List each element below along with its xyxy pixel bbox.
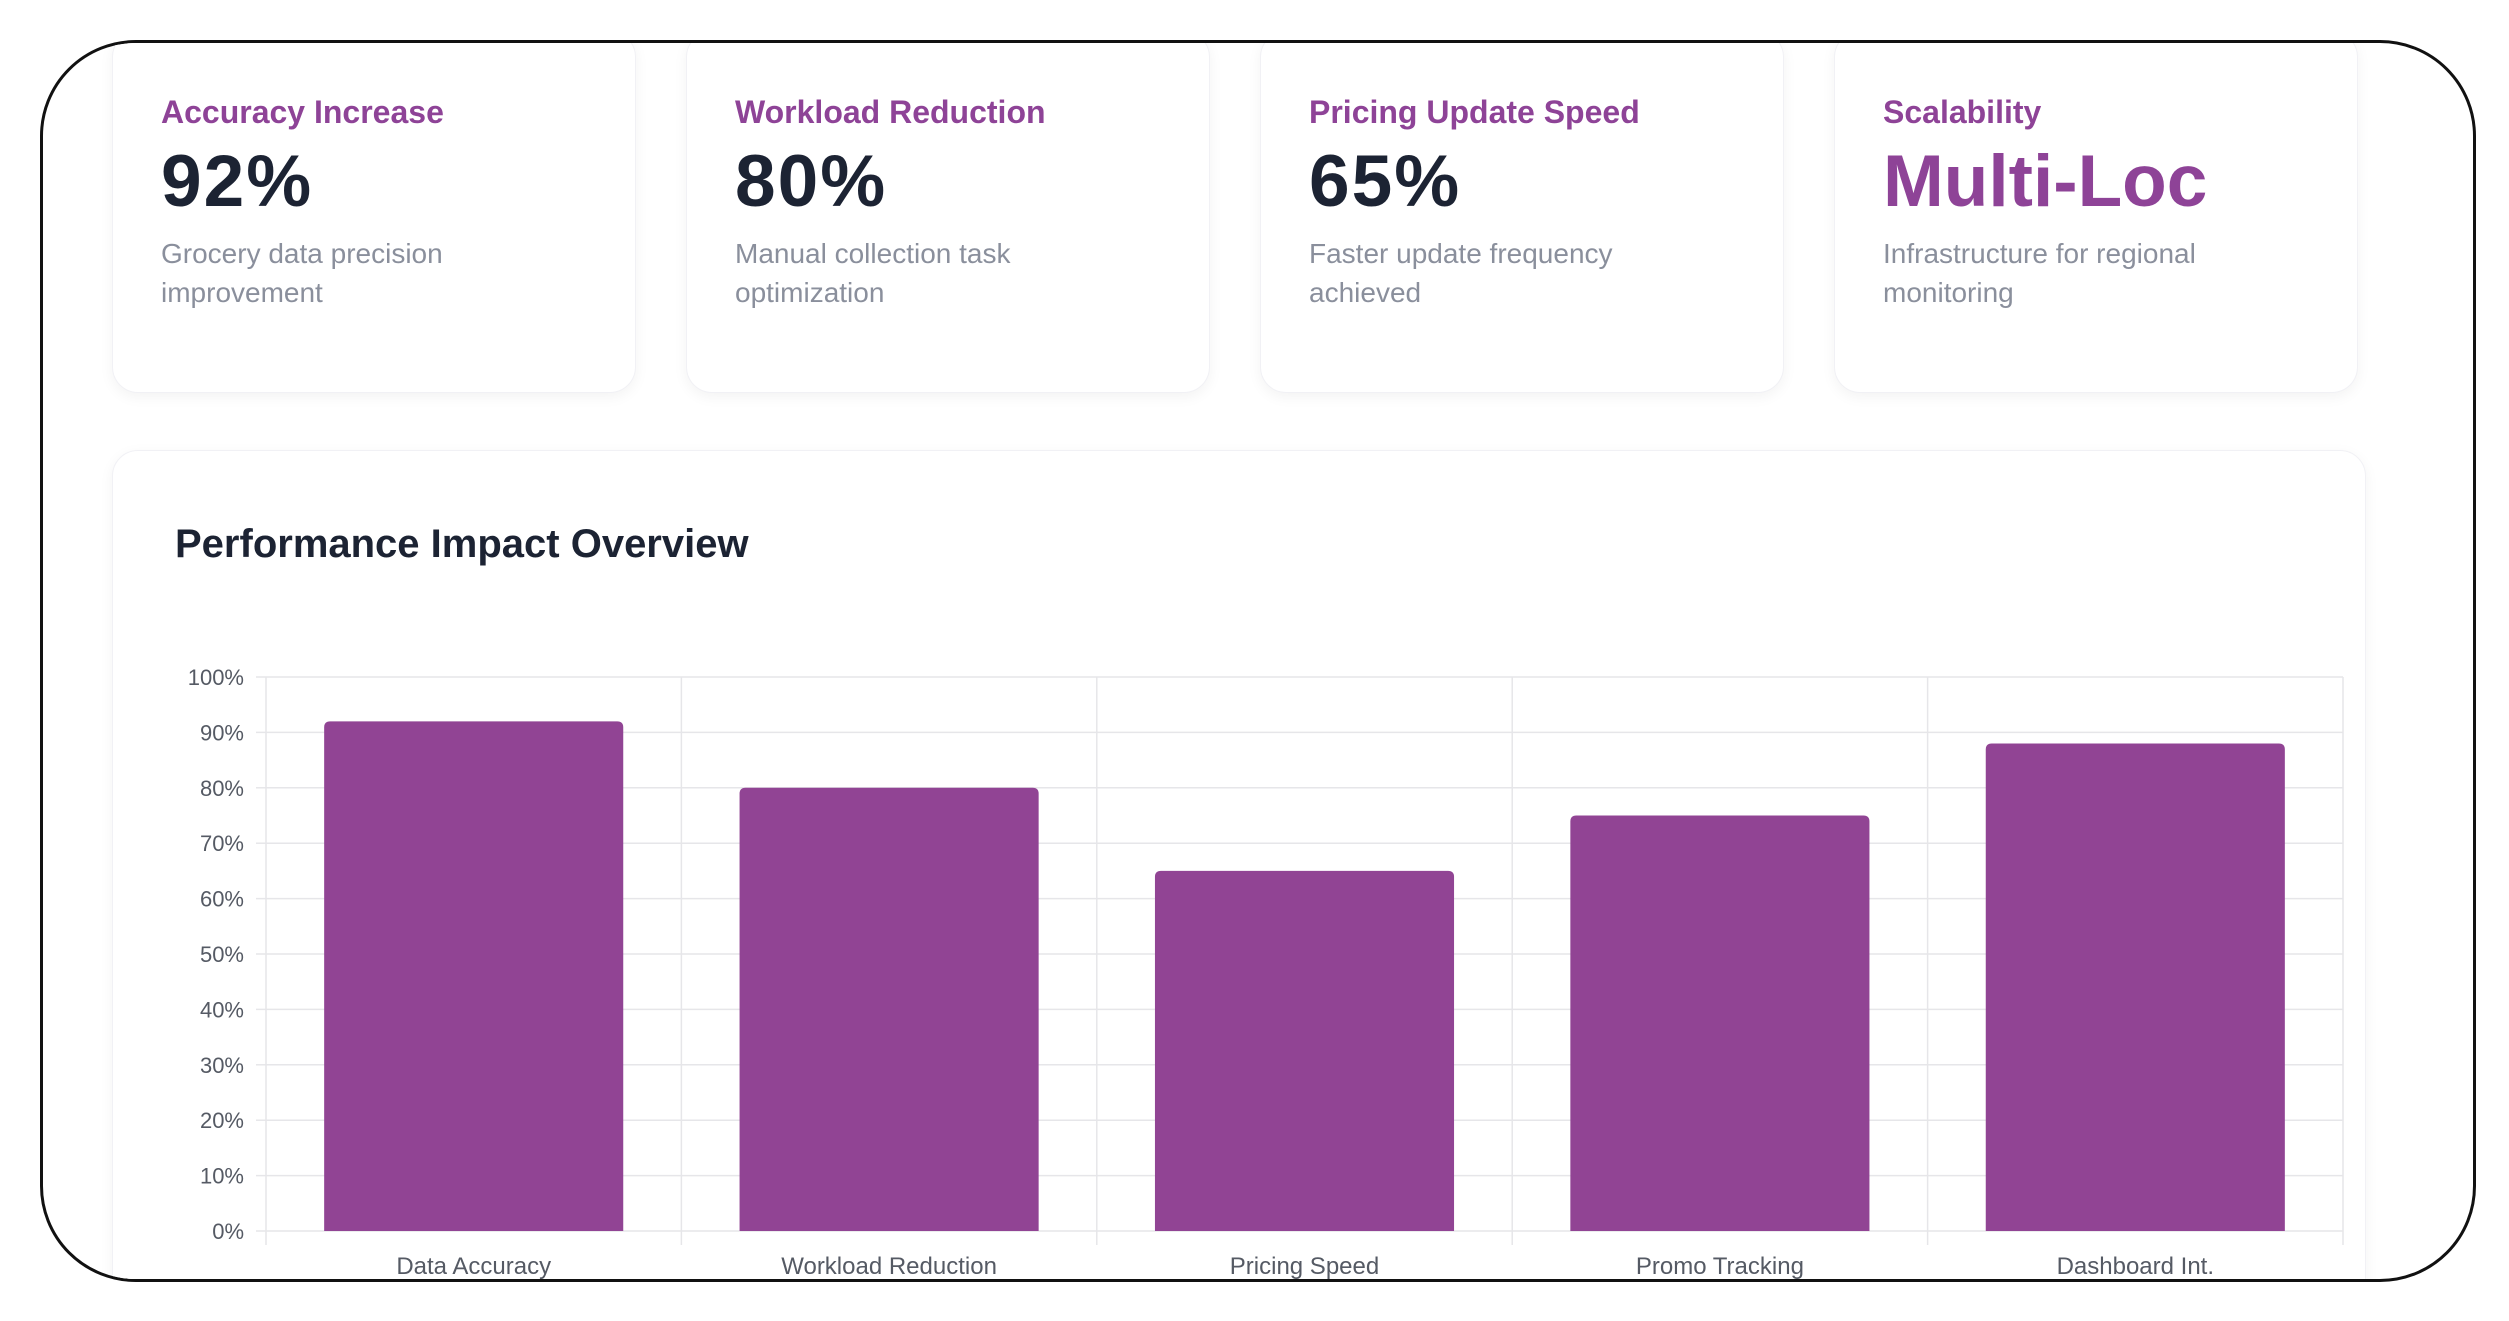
y-tick-label: 90% bbox=[200, 720, 244, 745]
stat-description-line: Infrastructure for regional bbox=[1883, 238, 2196, 269]
stat-description: Faster update frequency achieved bbox=[1309, 234, 1739, 312]
bar bbox=[1570, 815, 1870, 1231]
stat-description: Infrastructure for regional monitoring bbox=[1883, 234, 2313, 312]
bar bbox=[1985, 743, 2285, 1231]
stat-description-line: Grocery data precision bbox=[161, 238, 443, 269]
stat-description-line: achieved bbox=[1309, 277, 1422, 308]
stat-card-scalability: Scalability Multi-Loc Infrastructure for… bbox=[1834, 43, 2358, 393]
x-tick-label: Dashboard Int. bbox=[2057, 1253, 2214, 1280]
stat-card-workload: Workload Reduction 80% Manual collection… bbox=[686, 43, 1210, 393]
stat-description-line: Manual collection task bbox=[735, 238, 1011, 269]
bar bbox=[1154, 870, 1455, 1231]
x-tick-label: Data Accuracy bbox=[396, 1253, 551, 1280]
stat-description: Manual collection task optimization bbox=[735, 234, 1165, 312]
chart-title: Performance Impact Overview bbox=[175, 522, 749, 566]
y-tick-label: 70% bbox=[200, 831, 244, 856]
x-tick-label: Workload Reduction bbox=[781, 1253, 997, 1280]
stat-title: Pricing Update Speed bbox=[1309, 94, 1640, 130]
stat-description: Grocery data precision improvement bbox=[161, 234, 591, 312]
stat-value: 80% bbox=[735, 141, 888, 222]
screenshot-frame: Accuracy Increase 92% Grocery data preci… bbox=[40, 40, 2476, 1282]
stat-card-accuracy: Accuracy Increase 92% Grocery data preci… bbox=[112, 43, 636, 393]
y-tick-label: 60% bbox=[200, 887, 244, 912]
stat-description-line: monitoring bbox=[1883, 277, 2014, 308]
y-tick-label: 80% bbox=[200, 776, 244, 801]
y-tick-label: 0% bbox=[212, 1219, 244, 1244]
bar bbox=[739, 787, 1039, 1231]
chart-card: Performance Impact Overview 0% 10% 20% 30% 4… bbox=[112, 450, 2366, 1280]
y-tick-label: 20% bbox=[200, 1108, 244, 1133]
stat-value: 92% bbox=[161, 141, 314, 222]
x-tick-label: Promo Tracking bbox=[1636, 1253, 1804, 1280]
stat-title: Workload Reduction bbox=[735, 94, 1046, 130]
stat-description-line: Faster update frequency bbox=[1309, 238, 1613, 269]
stat-card-pricing: Pricing Update Speed 65% Faster update f… bbox=[1260, 43, 1784, 393]
stat-description-line: optimization bbox=[735, 277, 885, 308]
y-tick-label: 40% bbox=[200, 997, 244, 1022]
bar-chart: 0% 10% 20% 30% 40% 50% 60% 70% 80% 90% 100% Data Ac… bbox=[188, 665, 2344, 1280]
bar bbox=[324, 721, 624, 1231]
x-tick-label: Pricing Speed bbox=[1230, 1253, 1379, 1280]
y-tick-label: 50% bbox=[200, 942, 244, 967]
y-tick-label: 10% bbox=[200, 1164, 244, 1189]
stat-title: Scalability bbox=[1883, 94, 2042, 130]
stat-value: Multi-Loc bbox=[1883, 141, 2208, 222]
stat-value: 65% bbox=[1309, 141, 1462, 222]
stat-title: Accuracy Increase bbox=[161, 94, 444, 130]
stat-description-line: improvement bbox=[161, 277, 323, 308]
y-tick-label: 100% bbox=[188, 665, 244, 690]
y-tick-label: 30% bbox=[200, 1053, 244, 1078]
